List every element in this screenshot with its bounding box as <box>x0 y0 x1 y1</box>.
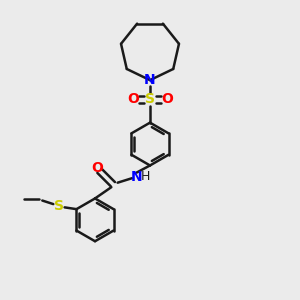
Text: S: S <box>54 199 64 213</box>
Text: H: H <box>141 170 150 183</box>
Text: N: N <box>144 73 156 87</box>
Text: N: N <box>131 170 142 184</box>
Text: S: S <box>145 92 155 106</box>
Text: O: O <box>161 92 173 106</box>
Text: O: O <box>91 161 103 176</box>
Text: O: O <box>127 92 139 106</box>
